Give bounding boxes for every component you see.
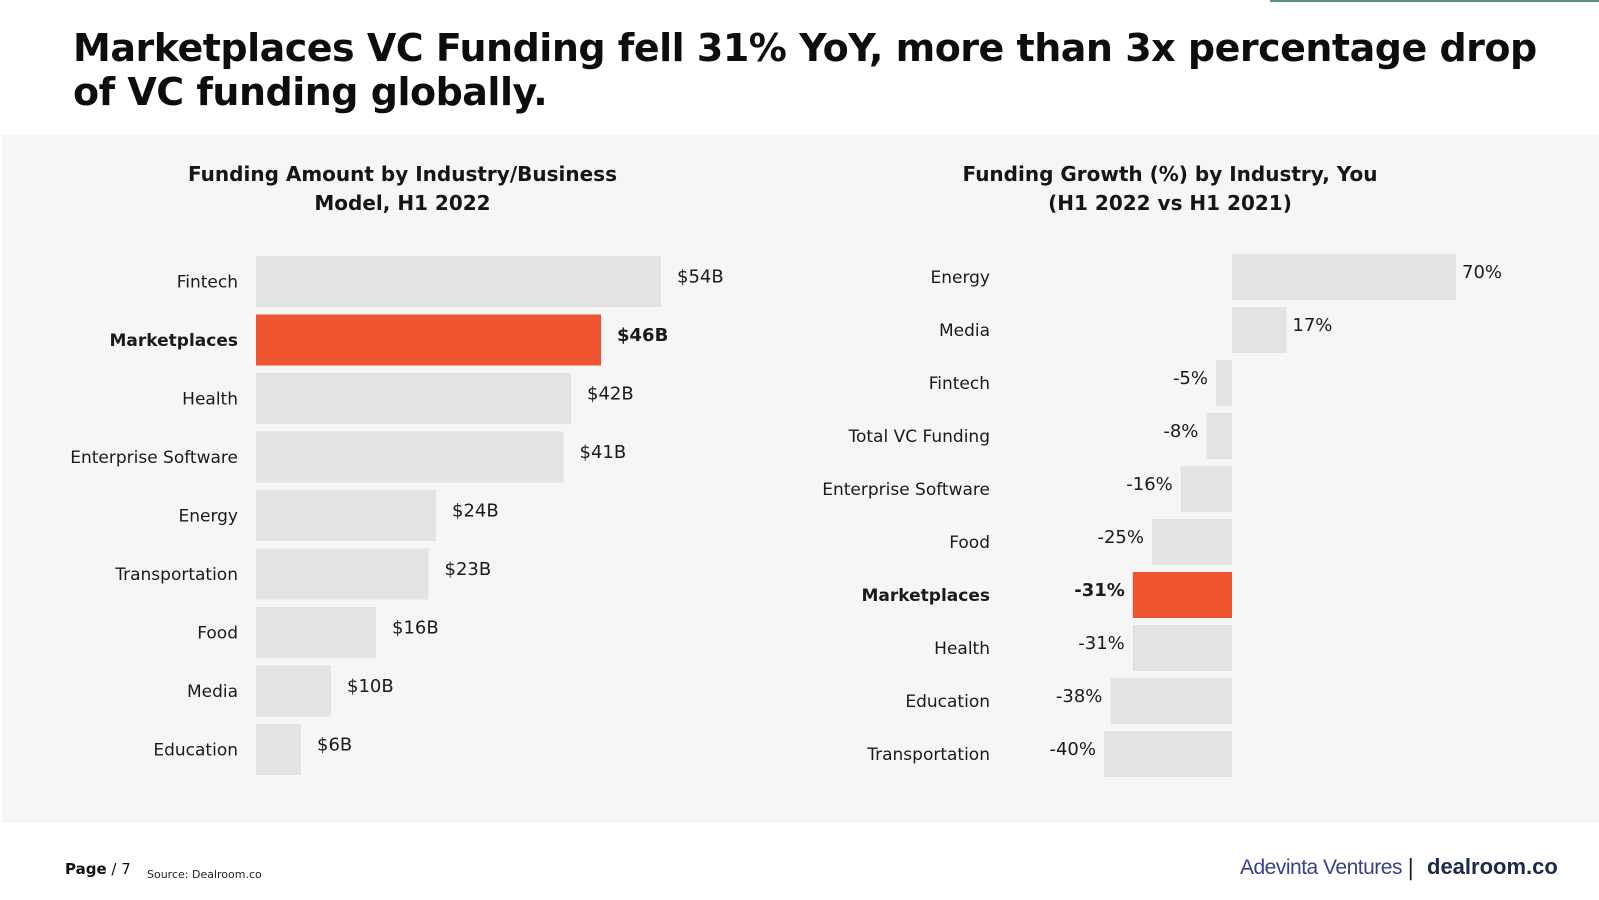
growth-category-label: Energy (930, 268, 990, 288)
amount-category-label: Energy (178, 507, 238, 527)
funding-amount-chart: Fintech $54B Marketplaces $46B Health $42B Ent… (70, 256, 724, 775)
amount-bar-marketplaces (256, 314, 601, 366)
amount-category-label: Fintech (177, 273, 238, 293)
amount-category-label: Education (153, 741, 238, 761)
growth-value-label: -38% (1056, 686, 1103, 707)
page-number: / 7 (111, 860, 131, 878)
page-indicator: Page / 7 (65, 860, 131, 878)
amount-bar-fintech (256, 256, 661, 307)
right-chart-title-line-2: (H1 2022 vs H1 2021) (1048, 191, 1292, 215)
adevinta-ventures-logo: Adevinta Ventures (1240, 856, 1402, 879)
amount-bar-education (256, 724, 301, 775)
amount-category-label: Enterprise Software (70, 448, 238, 468)
growth-category-label: Enterprise Software (822, 480, 990, 500)
growth-bar-health (1132, 625, 1232, 671)
growth-category-label: Health (934, 639, 990, 659)
amount-value-label: $24B (452, 501, 499, 522)
amount-bar-food (256, 607, 376, 658)
left-chart-title-line-2: Model, H1 2022 (314, 191, 491, 215)
amount-category-label: Transportation (114, 565, 238, 585)
growth-value-label: -31% (1078, 633, 1125, 654)
growth-category-label: Transportation (866, 745, 990, 765)
growth-bar-fintech (1216, 360, 1232, 406)
page-label: Page (65, 860, 107, 878)
amount-value-label: $10B (347, 676, 394, 697)
amount-value-label: $6B (317, 735, 352, 756)
amount-bar-energy (256, 490, 436, 541)
growth-bar-marketplaces (1132, 572, 1232, 618)
growth-value-label: -16% (1126, 474, 1173, 495)
left-chart-title-line-1: Funding Amount by Industry/Business (188, 162, 617, 186)
growth-category-label: Total VC Funding (848, 427, 991, 447)
amount-value-label: $16B (392, 618, 439, 639)
source-note: Source: Dealroom.co (147, 868, 262, 881)
growth-category-label: Marketplaces (862, 586, 990, 606)
amount-value-label: $46B (617, 325, 668, 346)
growth-value-label: -40% (1049, 739, 1096, 760)
amount-bar-media (256, 665, 331, 717)
amount-value-label: $41B (580, 442, 627, 463)
amount-value-label: $42B (587, 384, 634, 405)
amount-category-label: Marketplaces (110, 331, 238, 351)
growth-bar-total-vc-funding (1206, 413, 1232, 459)
amount-value-label: $23B (445, 559, 492, 580)
logo-separator: | (1407, 856, 1415, 881)
amount-category-label: Food (197, 624, 238, 644)
growth-category-label: Fintech (929, 374, 990, 394)
growth-bar-education (1110, 678, 1232, 724)
amount-category-label: Health (182, 390, 238, 410)
growth-value-label: -25% (1097, 527, 1144, 548)
amount-category-label: Media (187, 682, 238, 702)
amount-bar-transportation (256, 548, 429, 600)
amount-bar-enterprise-software (256, 431, 564, 483)
growth-value-label: -31% (1074, 580, 1125, 601)
growth-category-label: Media (939, 321, 990, 341)
growth-value-label: -5% (1173, 368, 1208, 389)
growth-bar-enterprise-software (1180, 466, 1232, 512)
growth-value-label: 70% (1462, 262, 1502, 283)
growth-bar-food (1152, 519, 1232, 565)
amount-bar-health (256, 373, 571, 424)
right-chart-title-line-1: Funding Growth (%) by Industry, You (962, 162, 1378, 186)
left-chart-title: Funding Amount by Industry/Business Mode… (170, 160, 635, 218)
right-chart-title: Funding Growth (%) by Industry, You (H1 … (950, 160, 1390, 218)
growth-value-label: -8% (1163, 421, 1198, 442)
amount-value-label: $54B (677, 267, 724, 288)
page-headline: Marketplaces VC Funding fell 31% YoY, mo… (73, 26, 1537, 114)
growth-bar-transportation (1104, 731, 1232, 777)
growth-value-label: 17% (1292, 315, 1332, 336)
growth-bar-energy (1232, 254, 1456, 300)
growth-bar-media (1232, 307, 1287, 353)
growth-category-label: Education (905, 692, 990, 712)
dealroom-logo: dealroom.co (1427, 854, 1558, 879)
top-accent-rule (1270, 0, 1599, 2)
growth-category-label: Food (949, 533, 990, 553)
